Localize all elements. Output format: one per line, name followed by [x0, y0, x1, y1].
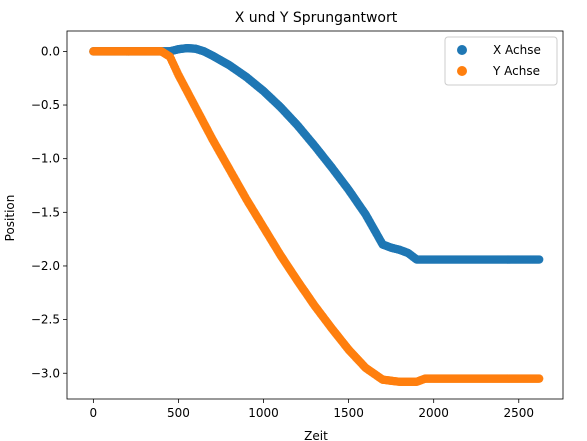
- legend-marker: [457, 66, 467, 76]
- y-tick-label: −3.0: [31, 366, 60, 380]
- chart-title: X und Y Sprungantwort: [235, 10, 398, 26]
- x-axis-label: Zeit: [304, 429, 328, 441]
- series-y-achse: [89, 47, 544, 387]
- plot-area: [89, 43, 544, 387]
- data-points: [89, 43, 544, 387]
- y-tick-label: −2.0: [31, 259, 60, 273]
- legend-box: [444, 36, 558, 86]
- x-tick-label: 2000: [418, 406, 449, 420]
- legend-label: X Achse: [493, 43, 541, 57]
- y-tick-label: 0.0: [41, 44, 60, 58]
- data-point: [534, 374, 544, 383]
- plot-frame: [66, 30, 564, 400]
- x-tick-label: 2500: [503, 406, 534, 420]
- y-tick-label: −1.0: [31, 152, 60, 166]
- legend-label: Y Achse: [492, 64, 540, 78]
- y-tick-label: −2.5: [31, 313, 60, 327]
- x-tick-label: 500: [167, 406, 190, 420]
- x-tick-label: 0: [90, 406, 98, 420]
- legend: X Achse Y Achse: [444, 36, 558, 86]
- x-tick-label: 1000: [248, 406, 279, 420]
- x-tick-label: 1500: [333, 406, 364, 420]
- y-tick-label: −0.5: [31, 98, 60, 112]
- y-axis-label: Position: [3, 195, 17, 242]
- y-tick-label: −1.5: [31, 205, 60, 219]
- data-point: [534, 255, 544, 264]
- legend-marker: [457, 45, 467, 55]
- axes: 0 500 1000 1500 2000 2500 0.0 −0.5 −1.0 −1.5 −2.0 −…: [31, 30, 564, 420]
